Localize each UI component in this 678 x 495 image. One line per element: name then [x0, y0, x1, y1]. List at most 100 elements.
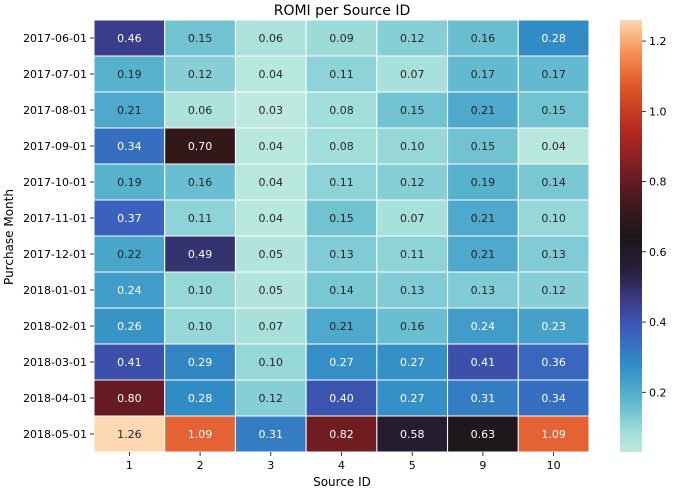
heatmap-cell: [517, 271, 590, 309]
heatmap-cell: [305, 235, 378, 273]
heatmap-cell: [164, 415, 236, 453]
cell-value-label: 0.31: [471, 392, 496, 405]
cell-value-label: 0.13: [329, 248, 354, 261]
y-tick-label: 2018-03-01: [23, 356, 87, 369]
heatmap-cell: [517, 379, 590, 417]
cell-value-label: 0.28: [541, 32, 566, 45]
heatmap-cell: [517, 235, 590, 273]
colorbar-tick-label: 0.8: [649, 176, 667, 189]
cell-value-label: 0.27: [329, 356, 354, 369]
cell-value-label: 0.49: [188, 248, 213, 261]
cell-value-label: 0.36: [541, 356, 566, 369]
x-axis-ticks: 1 2 3 4 5 9 10: [126, 452, 561, 472]
cell-value-label: 0.08: [329, 140, 354, 153]
cell-value-label: 0.12: [188, 68, 213, 81]
heatmap-cell: [164, 379, 236, 417]
chart-title: ROMI per Source ID: [274, 3, 411, 19]
heatmap-cell: [517, 55, 590, 93]
heatmap-cell: [305, 91, 378, 129]
heatmap-cell: [93, 199, 166, 237]
cell-value-label: 0.26: [117, 320, 142, 333]
x-axis-label: Source ID: [313, 475, 371, 489]
heatmap-cell: [447, 91, 519, 129]
heatmap-cell: [305, 379, 378, 417]
cell-value-label: 0.10: [188, 284, 213, 297]
cell-value-label: 0.04: [259, 176, 284, 189]
x-tick-label: 5: [409, 459, 416, 472]
heatmap-cell: [93, 127, 166, 165]
cell-value-label: 0.24: [471, 320, 496, 333]
cell-value-label: 0.34: [541, 392, 566, 405]
heatmap-cell: [234, 235, 307, 273]
y-axis-label: Purchase Month: [2, 189, 16, 285]
x-tick-label: 2: [197, 459, 204, 472]
colorbar-tick-label: 1.2: [649, 35, 667, 48]
heatmap-cell: [234, 379, 307, 417]
cell-value-label: 0.15: [188, 32, 213, 45]
heatmap-cell: [517, 127, 590, 165]
cell-value-label: 0.46: [117, 32, 142, 45]
heatmap-cell: [93, 271, 166, 309]
cell-value-label: 0.22: [117, 248, 142, 261]
cell-value-label: 0.10: [188, 320, 213, 333]
cell-value-label: 0.19: [471, 176, 496, 189]
heatmap-cell: [376, 235, 449, 273]
cell-value-label: 0.27: [400, 392, 425, 405]
cell-value-label: 0.11: [329, 68, 354, 81]
x-tick-label: 1: [126, 459, 133, 472]
colorbar: [620, 20, 642, 452]
heatmap-cell: [93, 415, 166, 453]
cell-value-label: 0.19: [117, 176, 142, 189]
heatmap-cell: [93, 343, 166, 381]
heatmap-cell: [376, 55, 449, 93]
cell-value-label: 0.41: [471, 356, 496, 369]
heatmap-cell: [517, 415, 590, 453]
y-tick-label: 2017-09-01: [23, 140, 87, 153]
heatmap-cell: [376, 271, 449, 309]
x-tick-label: 10: [547, 459, 561, 472]
cell-value-label: 0.09: [329, 32, 354, 45]
cell-value-label: 1.26: [117, 428, 142, 441]
cell-value-label: 0.12: [259, 392, 284, 405]
heatmap-cell: [517, 199, 590, 237]
cell-value-label: 0.21: [329, 320, 354, 333]
colorbar-tick-label: 0.4: [649, 316, 667, 329]
cell-value-label: 0.58: [400, 428, 425, 441]
cell-value-label: 0.04: [259, 212, 284, 225]
cell-value-label: 0.03: [259, 104, 284, 117]
cell-value-label: 0.07: [400, 68, 425, 81]
cell-value-label: 0.28: [188, 392, 213, 405]
heatmap-cell: [93, 19, 166, 57]
cell-value-label: 0.13: [541, 248, 566, 261]
heatmap-cell: [376, 91, 449, 129]
cell-value-label: 0.27: [400, 356, 425, 369]
cell-value-label: 0.63: [471, 428, 496, 441]
heatmap-cell: [234, 55, 307, 93]
y-tick-label: 2018-04-01: [23, 392, 87, 405]
cell-value-label: 0.17: [471, 68, 496, 81]
colorbar-tick-label: 1.0: [649, 105, 667, 118]
cell-value-label: 0.41: [117, 356, 142, 369]
colorbar-tick-label: 0.2: [649, 386, 667, 399]
heatmap-cell: [376, 307, 449, 345]
heatmap-cell: [93, 163, 166, 201]
cell-value-label: 0.17: [541, 68, 566, 81]
heatmap-cell: [234, 343, 307, 381]
heatmap-cell: [517, 91, 590, 129]
heatmap-cell: [234, 307, 307, 345]
heatmap-cell: [164, 19, 236, 57]
cell-value-label: 0.11: [188, 212, 213, 225]
cell-value-label: 0.12: [541, 284, 566, 297]
heatmap-cell: [376, 379, 449, 417]
cell-value-label: 0.23: [541, 320, 566, 333]
cell-value-label: 0.13: [471, 284, 496, 297]
cell-value-label: 0.13: [400, 284, 425, 297]
cell-value-label: 0.05: [259, 284, 284, 297]
heatmap-cell: [234, 19, 307, 57]
y-tick-label: 2017-08-01: [23, 104, 87, 117]
y-tick-label: 2017-10-01: [23, 176, 87, 189]
cell-value-label: 0.04: [259, 68, 284, 81]
cell-value-label: 0.08: [329, 104, 354, 117]
heatmap-cell: [447, 415, 519, 453]
